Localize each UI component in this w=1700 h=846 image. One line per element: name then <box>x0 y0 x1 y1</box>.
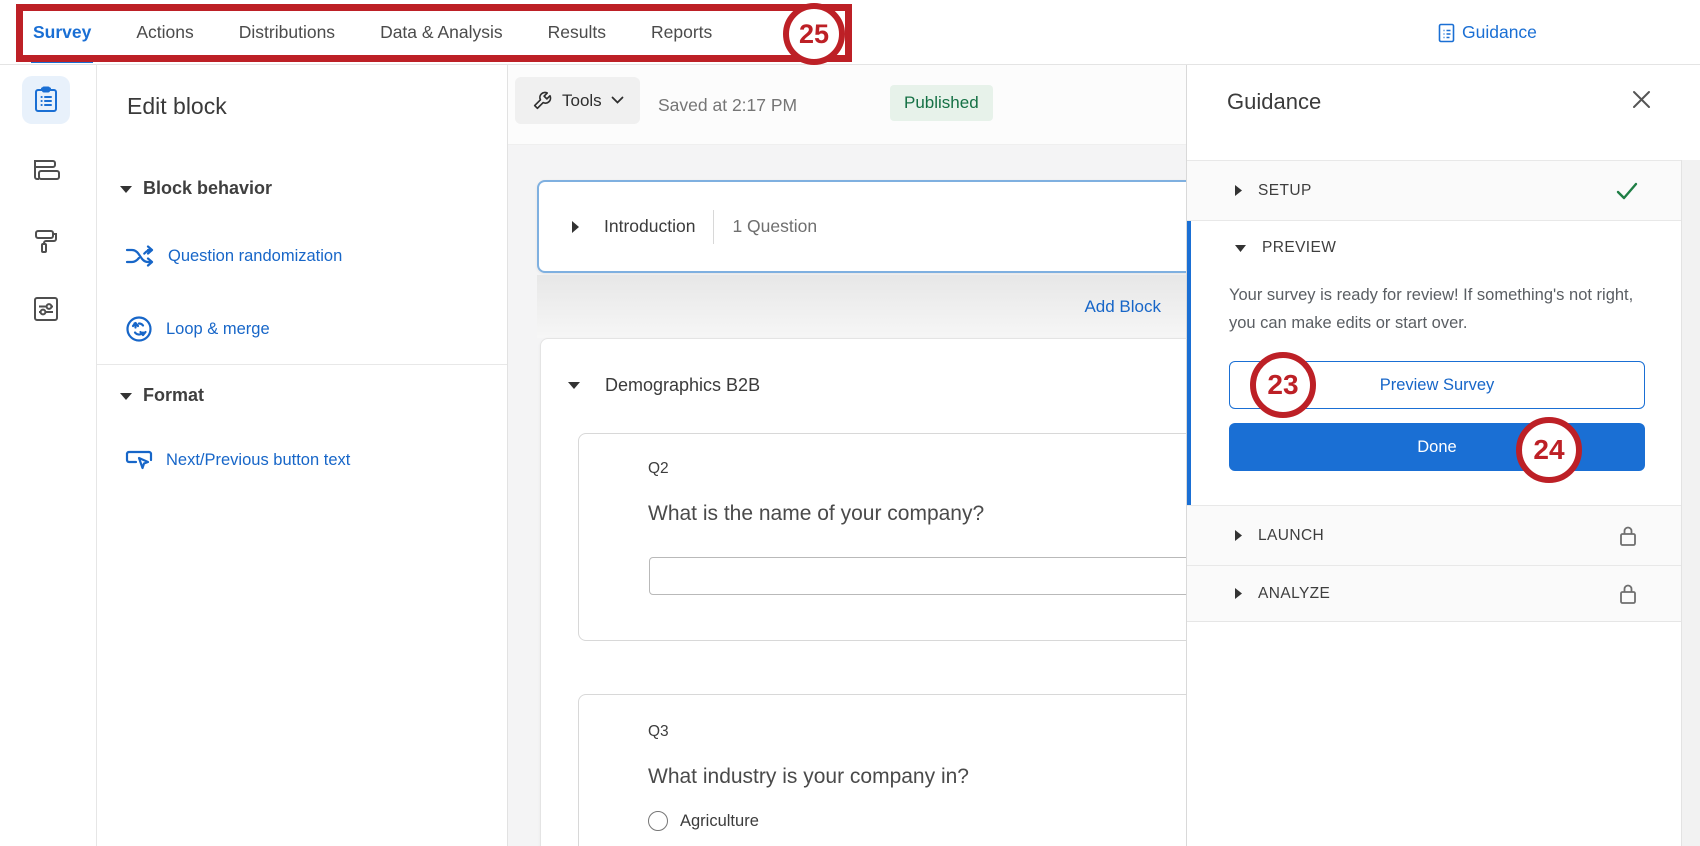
block-title: Introduction <box>604 216 696 236</box>
caret-down-icon <box>119 391 133 401</box>
shuffle-icon <box>125 243 155 269</box>
guidance-section-launch[interactable]: LAUNCH <box>1187 505 1681 565</box>
edit-block-panel: Edit block Block behavior Question rando… <box>97 65 508 846</box>
blocks-icon <box>32 158 60 184</box>
panel-scroll-gutter <box>1681 160 1700 846</box>
demographics-block-card: Demographics B2B Q2 What is the name of … <box>540 338 1186 846</box>
question-text: What industry is your company in? <box>648 765 969 788</box>
check-complete-icon <box>1616 182 1638 200</box>
caret-right-icon <box>1234 587 1243 600</box>
panel-divider <box>97 364 507 365</box>
section-block-behavior[interactable]: Block behavior <box>119 178 272 199</box>
chevron-down-icon <box>611 96 624 105</box>
caret-right-icon[interactable] <box>570 220 580 234</box>
question-card-q2[interactable]: Q2 What is the name of your company? <box>578 433 1186 641</box>
introduction-block-card[interactable]: Introduction 1 Question <box>537 180 1186 273</box>
question-id: Q2 <box>648 460 669 477</box>
divider <box>713 209 715 244</box>
caret-down-icon[interactable] <box>567 380 581 390</box>
radio-button-icon[interactable] <box>648 811 668 831</box>
question-text: What is the name of your company? <box>648 502 985 525</box>
question-card-q3[interactable]: Q3 What industry is your company in? Agr… <box>578 694 1186 846</box>
rail-item-look-and-feel[interactable] <box>22 217 70 265</box>
question-randomization-link[interactable]: Question randomization <box>125 243 342 269</box>
tab-survey[interactable]: Survey <box>31 22 94 63</box>
done-button[interactable]: Done <box>1229 423 1645 471</box>
loop-merge-link[interactable]: Loop & merge <box>125 315 270 343</box>
choice-option-label: Agriculture <box>680 811 759 830</box>
edit-block-title: Edit block <box>127 93 227 119</box>
active-tab-underline <box>31 57 94 63</box>
caret-down-icon <box>1234 244 1247 253</box>
lock-icon <box>1618 582 1638 606</box>
section-label: ANALYZE <box>1258 584 1331 602</box>
close-icon[interactable] <box>1631 89 1652 110</box>
lock-icon <box>1618 524 1638 548</box>
clipboard-list-icon <box>33 86 59 114</box>
loop-icon <box>125 315 153 343</box>
block-title: Demographics B2B <box>605 374 761 395</box>
paint-roller-icon <box>32 227 60 255</box>
guidance-toggle-link[interactable]: Guidance <box>1437 0 1537 65</box>
guidance-section-setup[interactable]: SETUP <box>1187 160 1681 220</box>
canvas-toolbar: Tools Saved at 2:17 PM Published <box>508 65 1186 145</box>
choice-option-row[interactable]: Agriculture <box>648 811 759 831</box>
section-label: PREVIEW <box>1262 239 1337 256</box>
save-status-text: Saved at 2:17 PM <box>658 94 798 115</box>
tools-button-label: Tools <box>562 90 602 110</box>
caret-down-icon <box>119 184 133 194</box>
add-block-row[interactable]: Add Block <box>537 275 1186 338</box>
preview-section-body-text: Your survey is ready for review! If some… <box>1229 286 1634 332</box>
block-question-count: 1 Question <box>732 216 818 236</box>
active-section-accent-bar <box>1187 221 1191 505</box>
guidance-link-label: Guidance <box>1462 22 1537 42</box>
button-cursor-icon <box>125 447 153 473</box>
caret-right-icon <box>1234 184 1243 197</box>
next-previous-button-text-link[interactable]: Next/Previous button text <box>125 447 350 473</box>
guidance-panel: Guidance SETUP PREVIEW Your survey <box>1186 65 1700 846</box>
demographics-block-header[interactable]: Demographics B2B <box>541 339 1186 431</box>
tab-reports[interactable]: Reports <box>650 22 713 42</box>
tools-dropdown-button[interactable]: Tools <box>515 77 640 124</box>
text-entry-input[interactable] <box>649 557 1186 595</box>
left-icon-rail <box>0 65 97 846</box>
survey-canvas: Tools Saved at 2:17 PM Published Introdu… <box>508 65 1186 846</box>
caret-right-icon <box>1234 529 1243 542</box>
section-label: LAUNCH <box>1258 526 1325 544</box>
preview-section-header[interactable]: PREVIEW <box>1234 239 1336 257</box>
tab-results[interactable]: Results <box>547 22 606 42</box>
section-label: SETUP <box>1258 181 1312 199</box>
add-block-link[interactable]: Add Block <box>1084 296 1161 316</box>
tab-data-analysis[interactable]: Data & Analysis <box>380 22 503 42</box>
annotation-circle-24: 24 <box>1516 417 1582 483</box>
tab-actions[interactable]: Actions <box>136 22 194 42</box>
tab-distributions[interactable]: Distributions <box>238 22 336 42</box>
guidance-doc-icon <box>1437 23 1456 43</box>
section-format[interactable]: Format <box>119 385 204 406</box>
annotation-circle-23: 23 <box>1250 352 1316 418</box>
published-status-badge: Published <box>890 85 993 121</box>
top-navigation-bar: Survey Actions Distributions Data & Anal… <box>0 0 1700 65</box>
rail-item-survey-builder[interactable] <box>22 76 70 124</box>
wrench-icon <box>531 90 553 112</box>
question-id: Q3 <box>648 723 669 740</box>
guidance-panel-title: Guidance <box>1227 89 1322 114</box>
annotation-circle-25: 25 <box>783 3 845 65</box>
rail-item-survey-flow[interactable] <box>22 147 70 195</box>
guidance-section-analyze[interactable]: ANALYZE <box>1187 565 1681 622</box>
rail-item-survey-options[interactable] <box>22 285 70 333</box>
settings-sliders-icon <box>32 295 60 323</box>
nav-tabs: Survey Actions Distributions Data & Anal… <box>31 0 713 65</box>
